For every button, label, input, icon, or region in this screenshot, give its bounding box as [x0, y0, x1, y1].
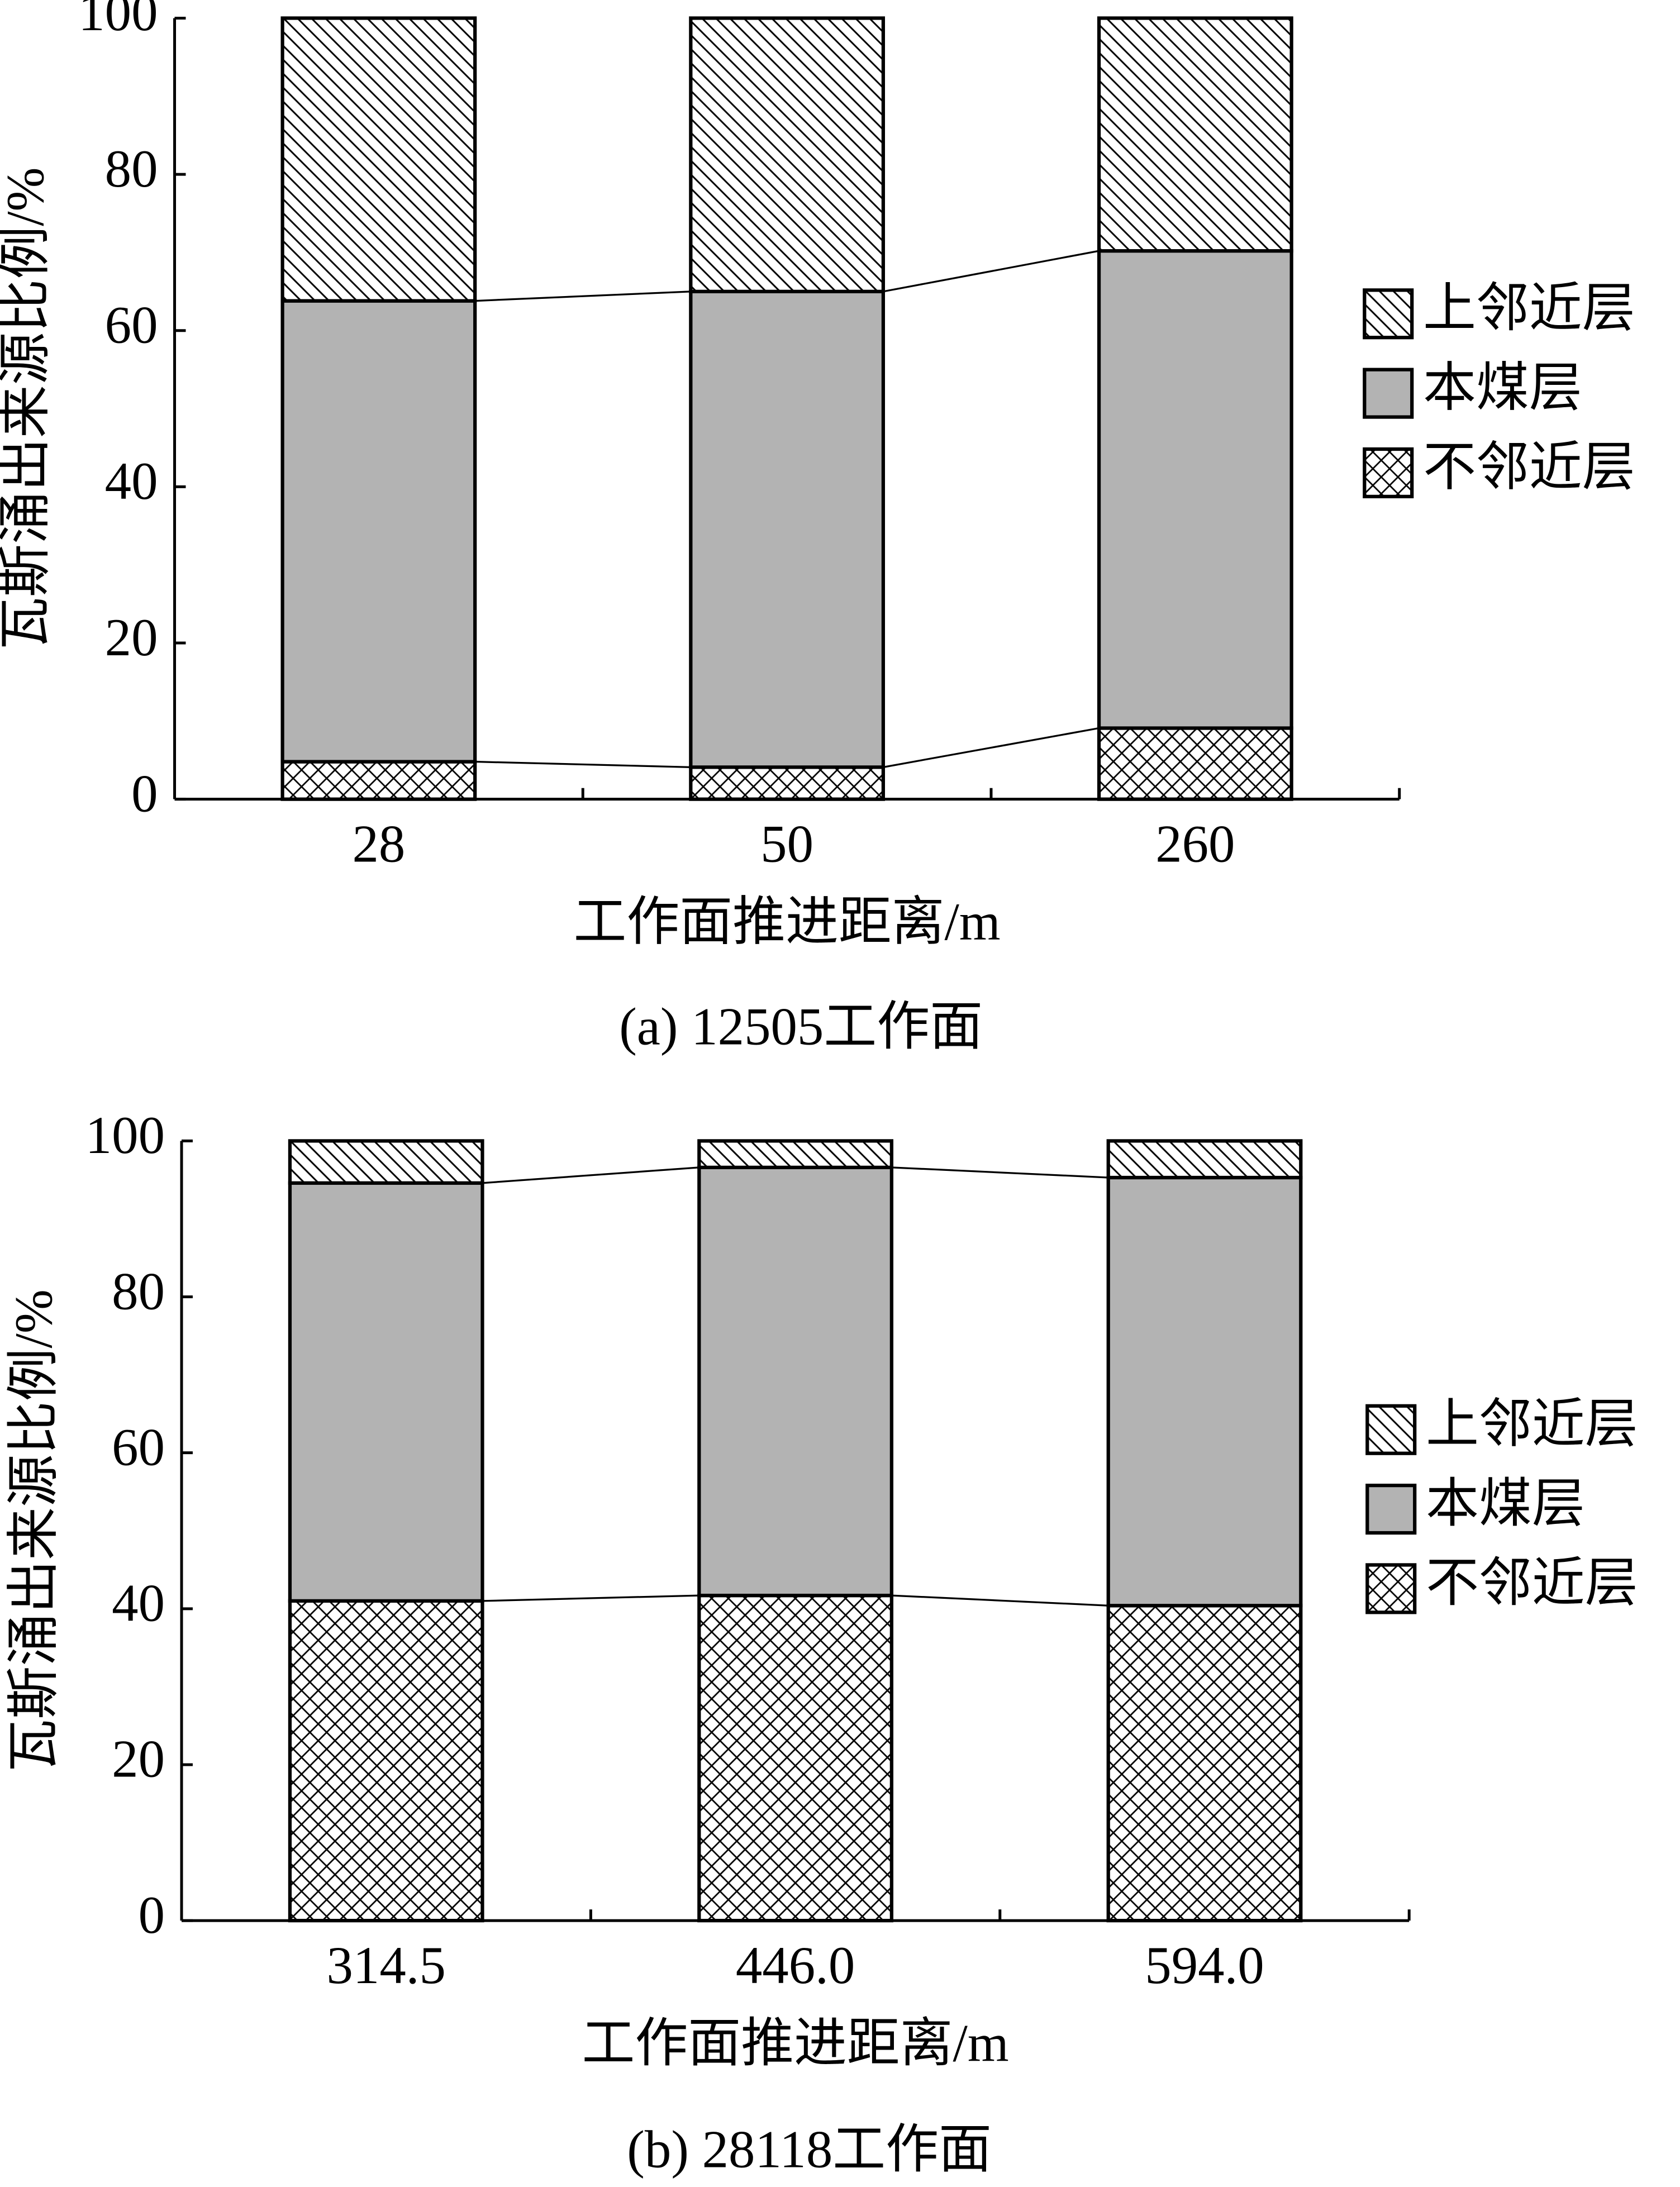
y-tick-label: 100 — [78, 0, 158, 42]
bar-segment — [280, 299, 477, 764]
legend-swatch — [1365, 1404, 1417, 1455]
legend-label: 本煤层 — [1426, 1474, 1585, 1533]
bar-segment — [288, 1139, 484, 1185]
connector — [883, 250, 1100, 293]
legend-label: 不邻近层 — [1423, 437, 1635, 497]
connector — [891, 1594, 1108, 1607]
x-tick-label: 446.0 — [736, 1936, 855, 1995]
legend-swatch — [1363, 447, 1414, 498]
y-tick-label: 0 — [139, 1885, 165, 1945]
y-axis-label: 瓦斯涌出来源比例/% — [0, 167, 55, 650]
x-tick-label: 594.0 — [1145, 1936, 1264, 1995]
y-tick-label: 40 — [112, 1574, 165, 1633]
bar-segment — [1097, 249, 1293, 730]
bar-segment — [1106, 1139, 1303, 1180]
y-tick-label: 60 — [105, 296, 158, 355]
x-tick-label: 314.5 — [326, 1936, 445, 1995]
connector — [883, 727, 1100, 768]
caption: (b) 28118工作面 — [627, 2119, 992, 2179]
connector — [482, 1594, 699, 1602]
x-tick-label: 260 — [1155, 814, 1235, 873]
bar-segment — [280, 16, 477, 303]
connector — [475, 760, 691, 768]
bar-segment — [1097, 16, 1293, 253]
y-tick-label: 0 — [131, 764, 158, 823]
legend-label: 本煤层 — [1423, 358, 1582, 417]
bar-segment — [689, 765, 886, 801]
x-tick-label: 28 — [352, 814, 405, 873]
bar-segment — [689, 289, 886, 769]
y-axis-label: 瓦斯涌出来源比例/% — [4, 1289, 63, 1772]
x-axis-label: 工作面推进距离/m — [574, 892, 1001, 951]
bar-segment — [1106, 1604, 1303, 1923]
connector — [891, 1166, 1108, 1179]
legend-swatch — [1363, 288, 1414, 340]
caption: (a) 12505工作面 — [619, 997, 983, 1056]
x-tick-label: 50 — [760, 814, 813, 873]
x-axis-label: 工作面推进距离/m — [582, 2014, 1009, 2073]
bar-segment — [288, 1599, 484, 1923]
legend-label: 不邻近层 — [1426, 1554, 1638, 1613]
y-tick-label: 20 — [105, 608, 158, 667]
bar-segment — [280, 760, 477, 801]
bar-segment — [1106, 1175, 1303, 1608]
y-tick-label: 60 — [112, 1417, 165, 1476]
bar-segment — [697, 1139, 894, 1169]
legend-label: 上邻近层 — [1423, 279, 1635, 338]
bar-segment — [288, 1181, 484, 1603]
y-tick-label: 100 — [85, 1106, 165, 1165]
y-tick-label: 20 — [112, 1729, 165, 1789]
bar-segment — [697, 1593, 894, 1923]
y-tick-label: 80 — [112, 1261, 165, 1321]
bar-segment — [1097, 726, 1293, 801]
connector — [482, 1166, 699, 1184]
y-tick-label: 80 — [105, 139, 158, 198]
legend-swatch — [1365, 1563, 1417, 1614]
legend-label: 上邻近层 — [1426, 1394, 1638, 1454]
connector — [475, 290, 691, 302]
legend-swatch — [1363, 368, 1414, 419]
legend-swatch — [1365, 1483, 1417, 1535]
y-tick-label: 40 — [105, 451, 158, 511]
bar-segment — [697, 1165, 894, 1598]
bar-segment — [689, 16, 886, 293]
